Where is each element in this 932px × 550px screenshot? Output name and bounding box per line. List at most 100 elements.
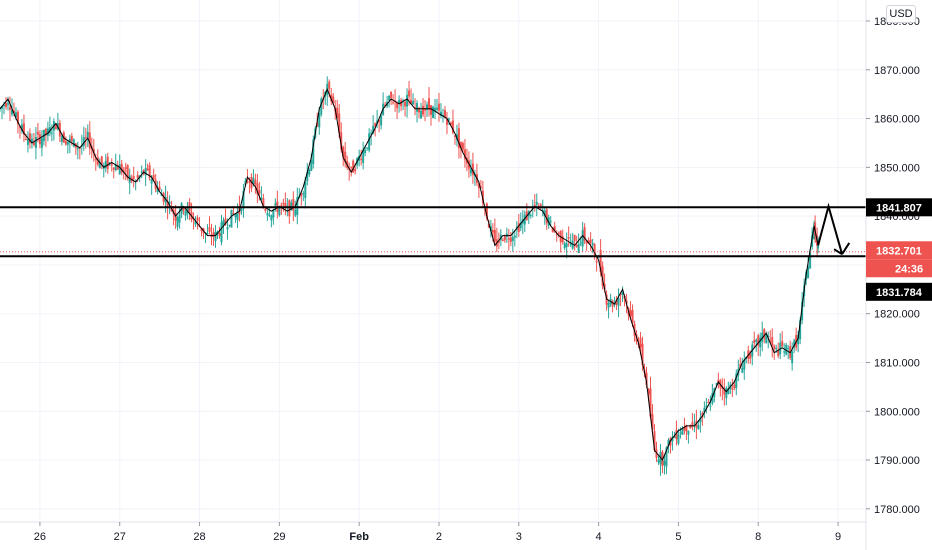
candle-body	[340, 132, 343, 150]
candle-body	[727, 388, 730, 394]
support-tag-bg	[866, 282, 932, 301]
price-tick-label: 1800.000	[874, 406, 920, 418]
candle-body	[304, 181, 307, 198]
projection-arrow[interactable]	[817, 202, 851, 256]
candle-body	[126, 165, 129, 179]
candle-body	[665, 447, 668, 467]
candle-body	[280, 204, 283, 206]
candle-body	[477, 183, 480, 189]
candle-body	[124, 167, 127, 169]
candle-body	[6, 103, 9, 105]
candle-body	[234, 214, 237, 218]
candle-body	[721, 386, 724, 389]
candle-body	[306, 172, 309, 182]
candle-body	[459, 141, 462, 149]
candle-body	[655, 449, 658, 458]
candle-body	[733, 384, 736, 388]
candle-body	[112, 167, 115, 170]
candle-body	[549, 221, 552, 223]
candle-body	[350, 166, 353, 168]
candle-body	[581, 230, 584, 247]
candle-body	[64, 141, 67, 145]
candle-body	[449, 122, 452, 125]
candle-body	[503, 235, 506, 241]
candle-body	[749, 353, 752, 359]
candle-body	[284, 203, 287, 207]
candle-body	[128, 175, 131, 183]
candle-body	[735, 373, 738, 389]
candle-body	[691, 422, 694, 427]
candle-body	[715, 383, 718, 385]
candle-body	[240, 208, 243, 212]
candle-body	[487, 223, 490, 228]
candle-body	[294, 210, 297, 216]
candle-body	[268, 215, 271, 217]
price-tick-label: 1810.000	[874, 357, 920, 369]
candle-body	[84, 137, 87, 139]
candle-body	[621, 290, 624, 295]
candle-body	[611, 300, 614, 307]
current-price-tag-text: 1832.701	[876, 245, 922, 257]
currency-badge[interactable]: USD	[886, 5, 916, 23]
candle-body	[140, 171, 143, 173]
candle-body	[513, 235, 516, 238]
candle-body	[332, 96, 335, 104]
candle-body	[328, 81, 331, 89]
candle-body	[591, 243, 594, 245]
candle-body	[675, 430, 678, 440]
candle-body	[46, 128, 49, 136]
candle-body	[437, 103, 440, 111]
candle-body	[422, 105, 425, 115]
candle-body	[16, 111, 19, 125]
candle-body	[511, 237, 514, 241]
time-axis[interactable]: 26 27 28 29 Feb 2 3 4 5 8 9	[34, 522, 841, 543]
candle-body	[236, 211, 239, 220]
candle-body	[22, 123, 25, 135]
candle-body	[767, 336, 770, 338]
candle-body	[457, 128, 460, 148]
time-tick-label: 27	[114, 531, 126, 543]
candle-body	[617, 297, 620, 306]
candle-body	[220, 222, 223, 243]
candle-body	[461, 143, 464, 150]
candle-body	[497, 240, 500, 243]
candle-body	[270, 215, 273, 221]
candle-body	[68, 138, 71, 143]
candle-body	[545, 209, 548, 224]
candle-body	[40, 138, 43, 148]
candle-body	[38, 134, 41, 145]
candle-body	[811, 235, 814, 247]
candle-body	[777, 350, 780, 356]
candle-body	[14, 112, 17, 118]
candle-body	[368, 133, 371, 151]
candle-body	[50, 132, 53, 134]
candle-body	[150, 178, 153, 184]
candle-body	[447, 118, 450, 120]
candle-body	[196, 217, 199, 221]
countdown-bg	[866, 259, 932, 278]
candle-body	[463, 149, 466, 160]
candle-body	[615, 300, 618, 305]
candle-body	[418, 108, 421, 113]
candle-body	[282, 202, 285, 205]
candle-body	[94, 159, 97, 161]
candle-body	[573, 234, 576, 241]
horizontal-levels[interactable]	[0, 206, 866, 258]
candle-body	[607, 303, 610, 308]
candle-body	[493, 229, 496, 242]
candle-body	[96, 157, 99, 165]
candle-body	[557, 232, 560, 234]
candle-body	[681, 428, 684, 435]
candle-body	[244, 180, 247, 185]
candle-body	[252, 178, 255, 185]
current-price-tag-bg	[866, 241, 932, 260]
candle-body	[264, 208, 267, 211]
candle-body	[148, 165, 151, 178]
candle-body	[565, 243, 568, 248]
candle-body	[755, 339, 758, 342]
candle-body	[70, 135, 73, 142]
candle-body	[266, 213, 269, 216]
candle-body	[420, 110, 423, 119]
candle-body	[533, 204, 536, 206]
